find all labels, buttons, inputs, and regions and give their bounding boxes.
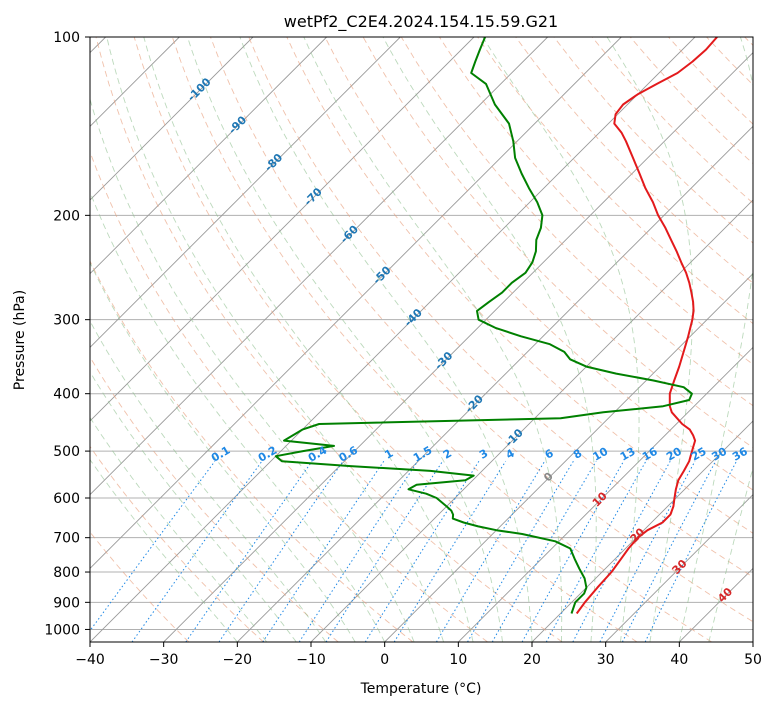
x-tick-label: −20 — [223, 652, 253, 668]
y-tick-label: 1000 — [44, 622, 80, 638]
x-tick-label: 0 — [380, 652, 389, 668]
x-tick-label: 40 — [670, 652, 688, 668]
y-tick-label: 600 — [53, 491, 80, 507]
x-tick-label: 50 — [744, 652, 762, 668]
y-tick-label: 900 — [53, 595, 80, 611]
y-tick-label: 400 — [53, 387, 80, 403]
y-tick-label: 300 — [53, 313, 80, 329]
x-tick-label: −30 — [149, 652, 179, 668]
x-tick-label: −40 — [75, 652, 105, 668]
x-axis-title: Temperature (°C) — [360, 681, 482, 697]
y-tick-label: 700 — [53, 531, 80, 547]
y-tick-label: 800 — [53, 565, 80, 581]
x-tick-label: 10 — [449, 652, 467, 668]
x-tick-label: 20 — [523, 652, 541, 668]
y-axis-title: Pressure (hPa) — [12, 290, 28, 390]
y-tick-label: 100 — [53, 30, 80, 46]
y-tick-label: 500 — [53, 444, 80, 460]
y-tick-label: 200 — [53, 208, 80, 224]
chart-title: wetPf2_C2E4.2024.154.15.59.G21 — [284, 12, 558, 32]
x-tick-label: −10 — [296, 652, 326, 668]
x-tick-label: 30 — [597, 652, 615, 668]
